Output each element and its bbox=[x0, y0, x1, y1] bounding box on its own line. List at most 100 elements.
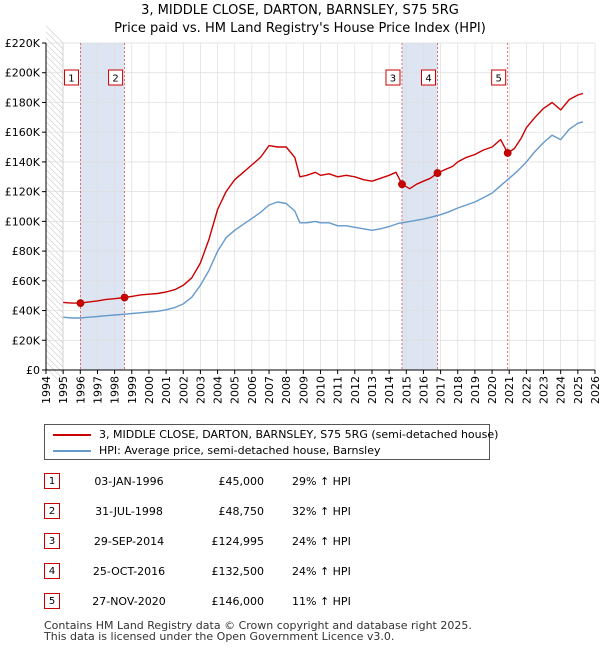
pre-data-hatch bbox=[45, 79, 64, 98]
x-tick-label: 2016 bbox=[417, 376, 430, 404]
pre-data-hatch bbox=[45, 259, 64, 278]
x-tick-label: 1998 bbox=[109, 376, 122, 404]
footer-licence: This data is licensed under the Open Gov… bbox=[44, 630, 395, 643]
pre-data-hatch bbox=[45, 25, 64, 44]
x-tick-label: 2000 bbox=[143, 376, 156, 404]
pre-data-hatch bbox=[45, 265, 64, 284]
sale-vertical-lines bbox=[80, 43, 509, 370]
x-tick-label: 1999 bbox=[126, 376, 139, 404]
series-line-hpi bbox=[63, 121, 584, 319]
x-tick-label: 2002 bbox=[177, 376, 190, 404]
sale-label-box-2 bbox=[108, 69, 124, 86]
pre-data-hatch bbox=[45, 151, 64, 170]
x-tick-label: 2006 bbox=[246, 376, 259, 404]
pre-data-hatch bbox=[45, 145, 64, 164]
y-tick-label: £80K bbox=[12, 245, 41, 258]
sale-label-box-4 bbox=[421, 69, 437, 86]
x-tick-label: 2001 bbox=[160, 376, 173, 404]
pre-data-hatch bbox=[45, 337, 64, 356]
y-tick-label: £100K bbox=[5, 215, 41, 228]
sale-number-badge: 5 bbox=[44, 593, 60, 609]
pre-data-hatch bbox=[45, 247, 64, 266]
pre-data-hatch bbox=[45, 187, 64, 206]
price-chart: £0 £20K £40K £60K £80K £100K £120K £140K £160K £1… bbox=[5, 25, 600, 404]
pre-data-hatch bbox=[45, 241, 64, 260]
x-tick-label: 2023 bbox=[538, 376, 551, 404]
x-tick-label: 2011 bbox=[332, 376, 345, 404]
pre-data-hatch bbox=[45, 133, 64, 152]
sale-price: £146,000 bbox=[211, 595, 265, 608]
pre-data-hatch bbox=[45, 313, 64, 332]
y-tick-label: £140K bbox=[5, 156, 41, 169]
legend-label-property: 3, MIDDLE CLOSE, DARTON, BARNSLEY, S75 5… bbox=[99, 428, 499, 441]
x-tick-label: 2017 bbox=[435, 376, 448, 404]
pre-data-hatch bbox=[45, 91, 64, 110]
pre-data-hatch bbox=[45, 217, 64, 236]
pre-data-hatch bbox=[45, 319, 64, 338]
shaded-region-2 bbox=[401, 43, 438, 370]
pre-data-hatch bbox=[45, 271, 64, 290]
pre-data-hatch bbox=[45, 37, 64, 56]
x-tick-label: 2018 bbox=[452, 376, 465, 404]
x-tick-label: 2025 bbox=[572, 376, 585, 404]
x-tick-label: 2026 bbox=[589, 376, 600, 404]
x-tick-label: 1995 bbox=[57, 376, 70, 404]
x-tick-label: 2010 bbox=[315, 376, 328, 404]
legend: 3, MIDDLE CLOSE, DARTON, BARNSLEY, S75 5… bbox=[44, 424, 498, 460]
sale-marker-5 bbox=[503, 149, 512, 157]
y-tick-label: £40K bbox=[12, 305, 41, 318]
x-tick-label: 2004 bbox=[212, 376, 225, 404]
pre-data-hatch bbox=[45, 367, 64, 386]
pre-data-hatch bbox=[45, 97, 64, 116]
legend-item-property: 3, MIDDLE CLOSE, DARTON, BARNSLEY, S75 5… bbox=[53, 427, 498, 443]
table-row: 5 27-NOV-2020 £146,000 11% ↑ HPI bbox=[44, 593, 444, 611]
sale-price: £132,500 bbox=[211, 565, 265, 578]
sale-label-3: 3 bbox=[390, 74, 396, 85]
x-tick-label: 2015 bbox=[400, 376, 413, 404]
footer-copyright: Contains HM Land Registry data © Crown c… bbox=[44, 619, 472, 632]
pre-data-hatch bbox=[45, 223, 64, 242]
pre-data-hatch bbox=[45, 181, 64, 200]
pre-data-hatch bbox=[45, 127, 64, 146]
pre-data-hatch bbox=[45, 49, 64, 68]
footer: Contains HM Land Registry data © Crown c… bbox=[44, 620, 472, 642]
chart-subtitle: Price paid vs. HM Land Registry's House … bbox=[114, 21, 486, 36]
pre-data-hatch bbox=[45, 85, 64, 104]
sale-date: 03-JAN-1996 bbox=[94, 475, 164, 488]
sale-hpi-change: 24% ↑ HPI bbox=[292, 565, 351, 578]
sale-number-badge: 3 bbox=[44, 533, 60, 549]
sale-label-box-1 bbox=[63, 69, 79, 86]
y-tick-label: £220K bbox=[5, 37, 41, 50]
table-row: 1 03-JAN-1996 £45,000 29% ↑ HPI bbox=[44, 473, 444, 491]
x-tick-label: 2009 bbox=[297, 376, 310, 404]
x-tick-label: 2020 bbox=[486, 376, 499, 404]
y-tick-label: £20K bbox=[12, 334, 41, 347]
y-tick-label: £180K bbox=[5, 96, 41, 109]
table-row: 4 25-OCT-2016 £132,500 24% ↑ HPI bbox=[44, 563, 444, 581]
shaded-region-1 bbox=[80, 43, 125, 370]
pre-data-hatch bbox=[45, 199, 64, 218]
x-tick-label: 2022 bbox=[520, 376, 533, 404]
pre-data-hatch bbox=[45, 295, 64, 314]
sale-label-4: 4 bbox=[425, 74, 431, 85]
series-lines bbox=[63, 92, 584, 319]
x-tick-label: 2007 bbox=[263, 376, 276, 404]
pre-data-hatch bbox=[45, 61, 64, 80]
legend-swatch-hpi bbox=[53, 450, 91, 452]
pre-data-hatch bbox=[45, 31, 64, 50]
x-tick-label: 2003 bbox=[194, 376, 207, 404]
pre-data-hatch bbox=[45, 235, 64, 254]
pre-data-hatch bbox=[45, 253, 64, 272]
x-tick-label: 2021 bbox=[503, 376, 516, 404]
sale-date: 25-OCT-2016 bbox=[92, 565, 166, 578]
pre-data-hatch bbox=[45, 343, 64, 362]
sale-markers bbox=[76, 149, 512, 308]
x-tick-label: 2024 bbox=[555, 376, 568, 404]
sale-date: 31-JUL-1998 bbox=[95, 505, 163, 518]
sale-hpi-change: 24% ↑ HPI bbox=[292, 535, 351, 548]
sale-labels: 1 2 3 4 5 bbox=[63, 69, 507, 86]
table-row: 3 29-SEP-2014 £124,995 24% ↑ HPI bbox=[44, 533, 444, 551]
x-tick-label: 2012 bbox=[349, 376, 362, 404]
sale-number-badge: 4 bbox=[44, 563, 60, 579]
sale-hpi-change: 29% ↑ HPI bbox=[292, 475, 351, 488]
